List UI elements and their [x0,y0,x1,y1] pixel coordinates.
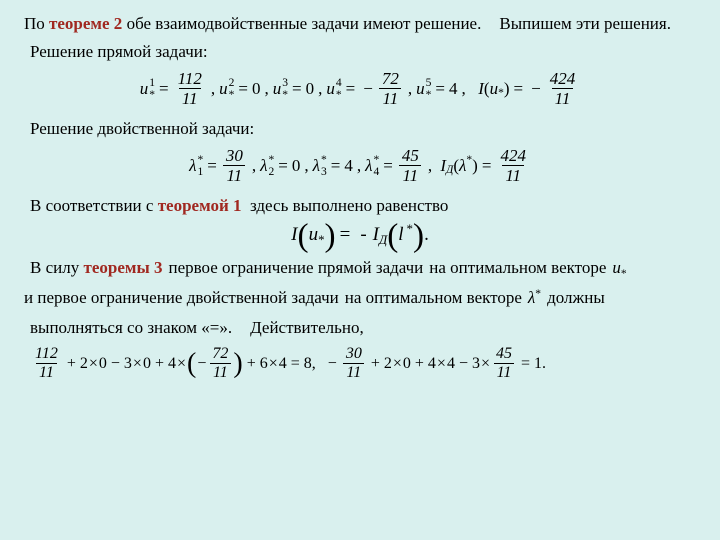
u-star-symbol: u* [612,258,626,278]
vi-num: 45 [493,346,515,363]
on-opt-vec-2: на оптимальном векторе [345,288,522,308]
u1-num: 112 [175,70,205,88]
ve-val: 4 [279,355,287,373]
v-lhs-result: 8 [304,355,312,373]
theorem3-line-3: выполняться со знаком «=». Действительно… [24,318,696,338]
vg-val: 0 [403,355,411,373]
force-b: первое ограничение прямой задачи [168,258,423,278]
I-dual-den: 11 [502,165,524,184]
I-dual-num: 424 [497,147,529,165]
l3: 4 [344,156,353,176]
intro-part1: По теореме 2 обе взаимодвойственные зада… [24,14,481,34]
l1-den: 11 [223,165,245,184]
theorem3-line-2: и первое ограничение двойственной задачи… [24,288,696,308]
corresp-b: здесь выполнено равенство [250,196,448,215]
lambda-star-symbol: λ* [528,288,541,308]
vc-val: 0 [143,355,151,373]
vi-den: 11 [494,363,515,381]
u5: 4 [449,79,458,99]
must: должны [547,288,605,308]
equality-line: I (u*) = - IД (l*). [24,224,696,246]
l4-den: 11 [399,165,421,184]
intro-b: обе взаимодвойственные задачи имеют реше… [122,14,481,33]
vi-coef: 3 [472,355,480,373]
force-a: В силу [30,258,83,277]
vd-coef: 4 [168,355,176,373]
v-rhs-result: 1 [534,355,542,373]
u4-num: 72 [379,70,402,88]
vf-num: 30 [343,346,365,363]
theorem-3-ref: теоремы 3 [83,258,162,277]
intro-c: Выпишем эти решения. [499,14,671,34]
vd-den: 11 [210,363,231,381]
verification-eq: 11211 + 2×0 − 3×0 + 4× (−7211) + 6×4 = 8… [24,346,696,381]
l4-num: 45 [399,147,422,165]
corresp-a: В соответствии с [30,196,158,215]
vd-num: 72 [209,346,231,363]
va-den: 11 [36,363,57,381]
va-num: 112 [32,346,61,363]
vb-val: 0 [99,355,107,373]
vf-den: 11 [343,363,364,381]
dual-solution: λ*1= 3011 , λ*2=0 , λ*3=4 , λ*4= 4511 , … [24,147,696,184]
slide-page: По теореме 2 обе взаимодвойственные зада… [0,0,720,540]
dual-first: и первое ограничение двойственной задачи [24,288,339,308]
I-primal-den: 11 [552,88,574,107]
indeed: Действительно, [250,318,364,338]
eq-lhs-arg: u [309,224,319,246]
u1-den: 11 [179,88,201,107]
vg-coef: 2 [384,355,392,373]
force-c: на оптимальном векторе [429,258,606,278]
l1-num: 30 [223,147,246,165]
l2: 0 [292,156,301,176]
theorem-1-ref: теоремой 1 [158,196,242,215]
dual-label: Решение двойственной задачи: [24,119,696,139]
theorem3-line-1: В силу теоремы 3 первое ограничение прям… [24,258,696,278]
vc-coef: 3 [124,355,132,373]
I-primal-num: 424 [547,70,579,88]
primal-solution: u1*= 11211 , u2*=0 , u3*=0 , u4*=− 7211 … [24,70,696,107]
primal-label: Решение прямой задачи: [24,42,696,62]
ve-coef: 6 [260,355,268,373]
u2: 0 [252,79,261,99]
equals-sign-text: выполняться со знаком «=». [30,318,232,338]
theorem-2-ref: теореме 2 [49,14,122,33]
vh-val: 4 [447,355,455,373]
vb-coef: 2 [80,355,88,373]
intro-line: По теореме 2 обе взаимодвойственные зада… [24,14,696,34]
vh-coef: 4 [428,355,436,373]
u4-den: 11 [379,88,401,107]
theorem1-line: В соответствии с теоремой 1 здесь выполн… [24,196,696,216]
intro-a: По [24,14,49,33]
u3: 0 [306,79,315,99]
eq-rhs-sub: Д [379,232,387,248]
